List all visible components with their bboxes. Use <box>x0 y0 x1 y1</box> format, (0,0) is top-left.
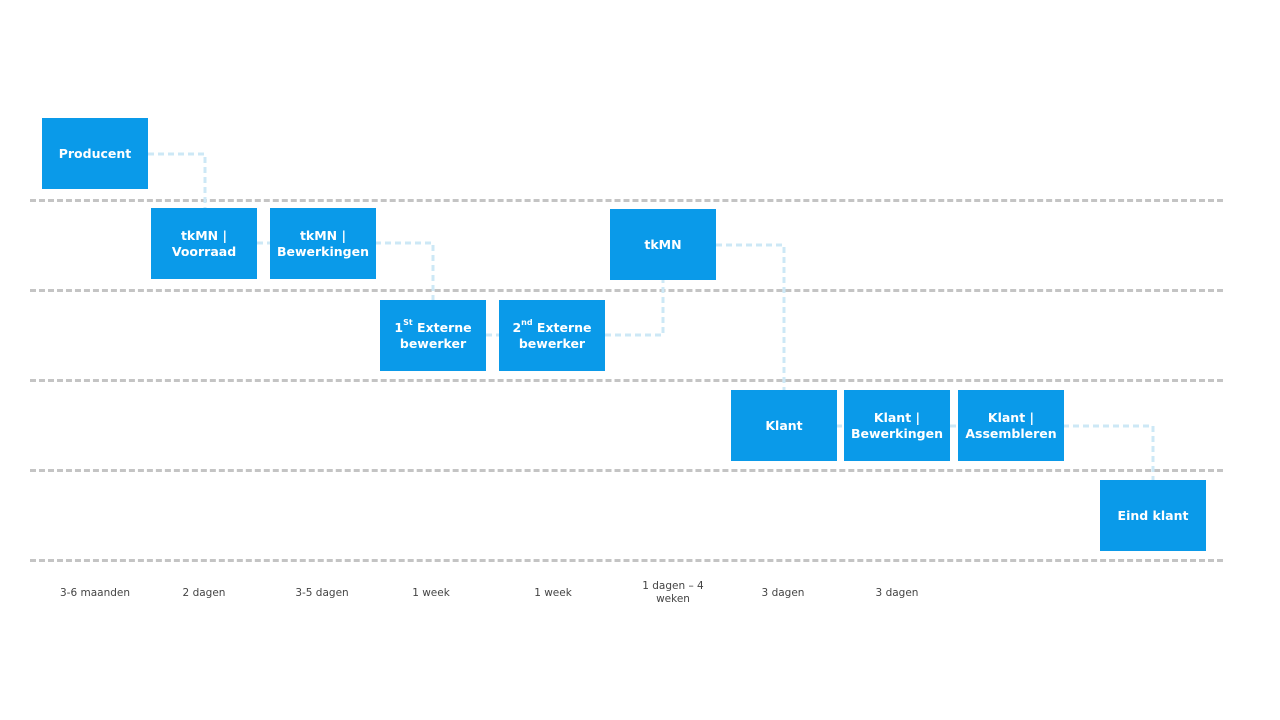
node-label-line2: Bewerkingen <box>850 425 944 441</box>
node-producent: Producent <box>42 118 148 189</box>
duration-label: 3 dagen <box>875 587 919 599</box>
ordinal-number: 2 <box>512 319 522 335</box>
node-1st-externe-bewerker: 1St Externe bewerker <box>380 300 486 371</box>
duration-line1: 1 dagen – 4 <box>642 580 704 592</box>
node-label-line2: Voorraad <box>171 243 237 259</box>
node-label-line2: Assembleren <box>965 425 1057 441</box>
ordinal-number: 1 <box>394 319 404 335</box>
node-label-line2: bewerker <box>518 335 586 351</box>
node-label-line1: Externe <box>532 319 592 335</box>
node-label: Klant <box>765 417 803 433</box>
connector-tkmn-klant <box>716 243 786 390</box>
duration-label: 1 week <box>412 587 450 599</box>
lane-divider <box>30 559 1223 562</box>
node-klant: Klant <box>731 390 837 461</box>
node-tkmn-voorraad: tkMN | Voorraad <box>151 208 257 279</box>
node-klant-bewerkingen: Klant | Bewerkingen <box>844 390 950 461</box>
node-2nd-externe-bewerker: 2nd Externe bewerker <box>499 300 605 371</box>
duration-label-multiline: 1 dagen – 4 weken <box>618 580 728 606</box>
connector-ext2-tkmn <box>605 280 665 337</box>
node-label: tkMN <box>644 236 682 252</box>
duration-label: 3 dagen <box>761 587 805 599</box>
node-label-line1: tkMN | <box>180 227 228 243</box>
connector-bewerkingen-ext1 <box>375 241 435 300</box>
duration-label: 2 dagen <box>182 587 226 599</box>
duration-line2: weken <box>656 593 690 605</box>
lane-divider <box>30 289 1223 292</box>
node-eind-klant: Eind klant <box>1100 480 1206 551</box>
connector-assembleren-eindklant <box>1063 424 1155 480</box>
node-label: Producent <box>58 145 132 161</box>
lane-divider <box>30 469 1223 472</box>
node-label-line2: bewerker <box>399 335 467 351</box>
duration-label: 3-5 dagen <box>295 587 349 599</box>
duration-label: 3-6 maanden <box>59 587 131 599</box>
node-label-line1: Klant | <box>987 409 1035 425</box>
ordinal-suffix: St <box>403 318 413 328</box>
node-label-line2: Bewerkingen <box>276 243 370 259</box>
node-label-line1: Externe <box>412 319 472 335</box>
node-klant-assembleren: Klant | Assembleren <box>958 390 1064 461</box>
node-tkmn-bewerkingen: tkMN | Bewerkingen <box>270 208 376 279</box>
node-label-line1: tkMN | <box>299 227 347 243</box>
node-label-line1: Klant | <box>873 409 921 425</box>
lane-divider <box>30 199 1223 202</box>
lane-divider <box>30 379 1223 382</box>
duration-label: 1 week <box>534 587 572 599</box>
connector-producent-voorraad <box>148 152 207 208</box>
node-label: Eind klant <box>1117 507 1189 523</box>
node-tkmn: tkMN <box>610 209 716 280</box>
ordinal-suffix: nd <box>521 318 533 328</box>
